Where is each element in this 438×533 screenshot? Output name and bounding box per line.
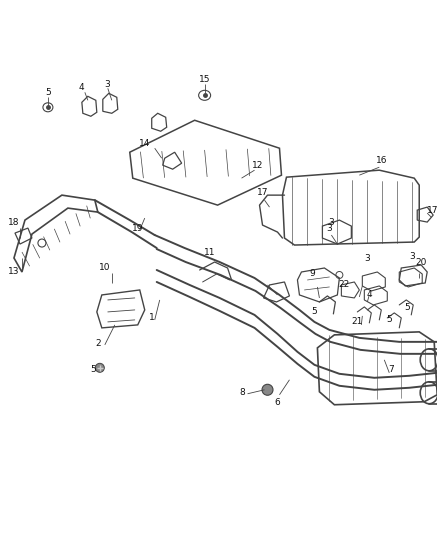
Text: 5: 5 [404,303,410,312]
Text: 4: 4 [367,290,372,300]
Text: 19: 19 [132,223,144,232]
Text: 1: 1 [149,313,155,322]
Text: 12: 12 [252,160,263,169]
Text: 10: 10 [99,263,110,272]
Text: 3: 3 [326,223,332,232]
Text: 17: 17 [427,206,438,215]
Text: 16: 16 [375,156,387,165]
Text: 4: 4 [79,83,85,92]
Text: 2: 2 [95,340,101,349]
Text: 3: 3 [328,217,334,227]
Text: 14: 14 [139,139,150,148]
Text: 7: 7 [389,365,394,374]
Text: 5: 5 [311,308,317,317]
Text: 18: 18 [8,217,20,227]
Text: 6: 6 [275,398,280,407]
Text: 3: 3 [410,252,415,261]
Text: 11: 11 [204,247,215,256]
Text: 9: 9 [310,270,315,278]
Ellipse shape [262,384,273,395]
Text: 8: 8 [240,388,245,397]
Text: 20: 20 [416,257,427,266]
Text: 3: 3 [364,254,370,263]
Text: 3: 3 [104,80,110,89]
Text: 13: 13 [8,268,20,277]
Text: 17: 17 [257,188,268,197]
Text: 15: 15 [199,75,210,84]
Text: 5: 5 [90,365,96,374]
Ellipse shape [95,364,104,373]
Text: 21: 21 [352,317,363,326]
Text: 22: 22 [339,280,350,289]
Text: 5: 5 [386,316,392,325]
Text: 5: 5 [45,88,51,97]
